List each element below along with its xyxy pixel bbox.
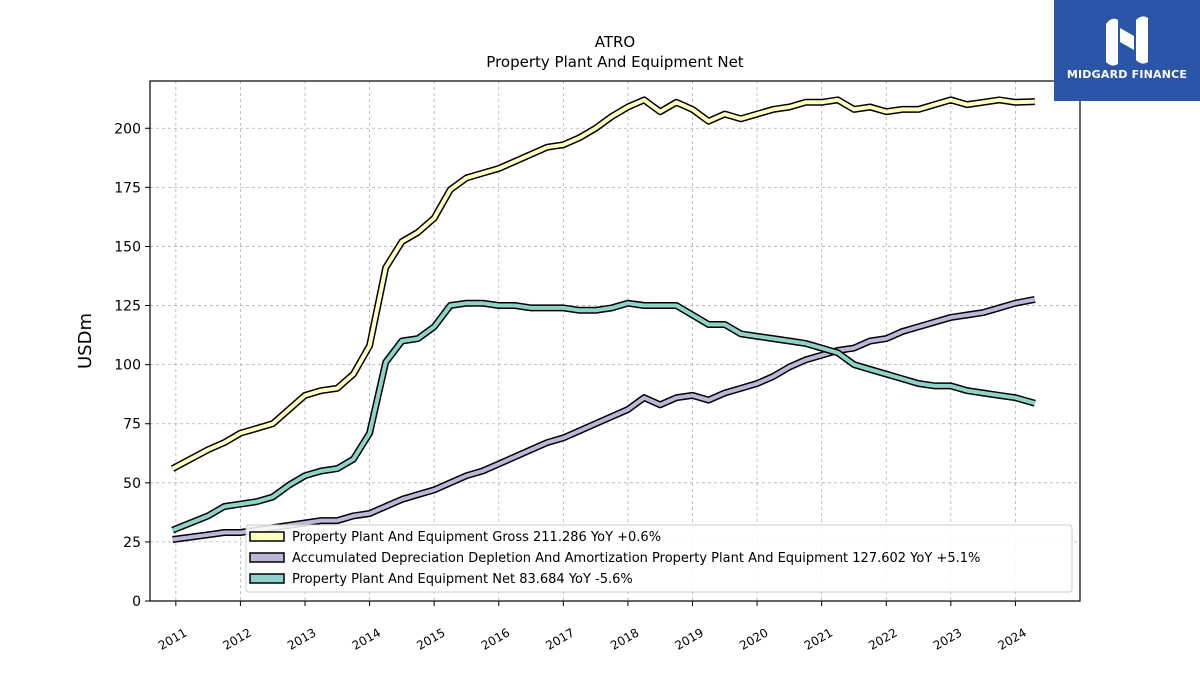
legend-label-gross: Property Plant And Equipment Gross 211.2… xyxy=(292,530,661,545)
logo-text: MIDGARD FINANCE xyxy=(1066,68,1188,81)
legend-swatch-gross xyxy=(249,531,285,542)
y-tick-label: 175 xyxy=(114,180,141,196)
y-tick-label: 0 xyxy=(132,594,141,610)
series-lines xyxy=(170,96,1036,543)
x-tick-label: 2024 xyxy=(995,625,1028,652)
x-tick-label: 2019 xyxy=(673,625,706,652)
x-tick-label: 2021 xyxy=(802,625,835,652)
legend-swatch-depreciation xyxy=(249,552,285,563)
chart-subtitle: Property Plant And Equipment Net xyxy=(486,53,743,71)
x-tick-label: 2023 xyxy=(931,625,964,652)
series-outline-gross xyxy=(170,96,1035,472)
y-tick-label: 150 xyxy=(114,239,141,255)
y-tick-label: 200 xyxy=(114,121,141,137)
plot-frame xyxy=(149,80,1081,602)
y-tick-label: 50 xyxy=(123,476,141,492)
y-tick-label: 125 xyxy=(114,299,141,315)
midgard-finance-logo: MIDGARD FINANCE xyxy=(1054,0,1200,101)
x-tick-label: 2013 xyxy=(285,625,318,652)
x-tick-label: 2015 xyxy=(414,625,447,652)
x-tick-label: 2016 xyxy=(479,625,512,652)
y-tick-label: 25 xyxy=(123,535,141,551)
x-tick-label: 2018 xyxy=(608,625,641,652)
x-tick-label: 2014 xyxy=(350,625,383,652)
x-tick-label: 2012 xyxy=(220,625,253,652)
x-tick-label: 2017 xyxy=(543,625,576,652)
x-tick-label: 2022 xyxy=(866,625,899,652)
x-tick-label: 2020 xyxy=(737,625,770,652)
legend-label-net: Property Plant And Equipment Net 83.684 … xyxy=(292,572,633,587)
logo-mark-icon xyxy=(1106,16,1148,66)
legend-swatch-net xyxy=(249,573,285,584)
y-tick-label: 75 xyxy=(123,417,141,433)
y-axis: 0 25 50 75 100 125 150 175 200 xyxy=(114,121,150,610)
chart-title: ATRO xyxy=(595,33,636,51)
legend: Property Plant And Equipment Gross 211.2… xyxy=(245,524,1073,593)
x-tick-label: 2011 xyxy=(156,625,189,652)
x-axis: 2011 2012 2013 2014 2015 2016 2017 2018 2019 2020… xyxy=(156,601,1029,653)
series-line-net xyxy=(171,301,1036,532)
series-line-depreciation xyxy=(172,297,1036,542)
y-axis-label: USDm xyxy=(75,313,96,369)
y-tick-label: 100 xyxy=(114,358,141,374)
legend-label-depreciation: Accumulated Depreciation Depletion And A… xyxy=(292,551,980,566)
legend-box xyxy=(245,524,1073,593)
series-line-gross xyxy=(171,97,1035,471)
